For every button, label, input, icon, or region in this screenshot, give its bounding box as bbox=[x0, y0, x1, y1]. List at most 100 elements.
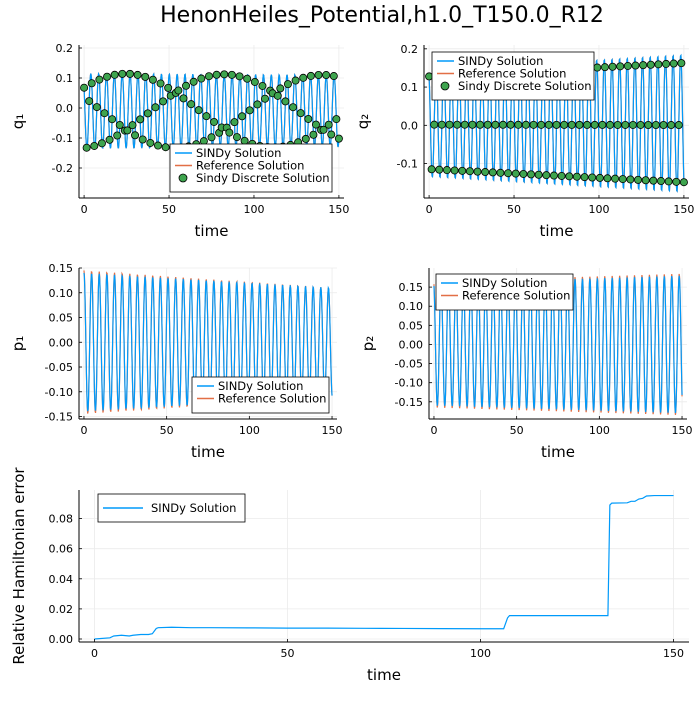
data-point bbox=[194, 106, 203, 115]
data-point bbox=[496, 168, 505, 177]
data-point bbox=[133, 70, 142, 79]
data-point bbox=[608, 62, 617, 71]
panel-q1: 0 50 100 150 -0.2 -0.1 0.0 0.1 0.2 time q₁ SINDy So… bbox=[9, 42, 349, 240]
data-point bbox=[115, 121, 124, 130]
data-point bbox=[108, 115, 117, 124]
legend-entry: SINDy Solution bbox=[458, 54, 543, 68]
y-axis-label: p₂ bbox=[359, 336, 377, 352]
plot-area-p1 bbox=[83, 270, 333, 414]
y-tick-label: -0.05 bbox=[395, 358, 423, 371]
y-tick-label: -0.05 bbox=[45, 361, 73, 374]
y-tick-label: 0.0 bbox=[56, 102, 74, 115]
x-tick-label: 150 bbox=[663, 647, 684, 660]
data-point bbox=[498, 120, 507, 129]
x-tick-label: 50 bbox=[280, 647, 294, 660]
data-point bbox=[182, 81, 191, 90]
data-point bbox=[227, 70, 236, 79]
data-point bbox=[212, 70, 221, 79]
figure-title: HenonHeiles_Potential,h1.0_T150.0_R12 bbox=[160, 3, 604, 28]
data-point bbox=[618, 175, 627, 184]
data-point bbox=[235, 72, 244, 81]
data-point bbox=[460, 120, 469, 129]
legend-box bbox=[169, 143, 333, 193]
data-point bbox=[148, 75, 157, 84]
data-point bbox=[634, 175, 643, 184]
data-point bbox=[506, 120, 515, 129]
data-point bbox=[327, 130, 336, 139]
y-tick-label: 0.1 bbox=[56, 72, 74, 85]
legend-box bbox=[191, 376, 330, 414]
data-point bbox=[674, 121, 683, 130]
data-point bbox=[534, 170, 543, 179]
y-tick-label: 0.0 bbox=[401, 119, 419, 132]
data-point bbox=[128, 121, 137, 130]
data-point bbox=[514, 120, 523, 129]
data-point bbox=[557, 171, 566, 180]
data-point bbox=[82, 143, 91, 152]
x-tick-label: 150 bbox=[673, 203, 694, 216]
data-point bbox=[296, 109, 305, 118]
data-point bbox=[253, 100, 262, 109]
data-point bbox=[281, 97, 290, 106]
data-point bbox=[593, 63, 602, 72]
plot-area-ham bbox=[94, 494, 674, 640]
data-point bbox=[583, 120, 592, 129]
y-tick-label: -0.1 bbox=[397, 158, 418, 171]
data-point bbox=[595, 173, 604, 182]
data-point bbox=[613, 120, 622, 129]
data-point bbox=[442, 166, 451, 175]
data-point bbox=[276, 84, 285, 93]
data-point bbox=[427, 165, 436, 174]
data-point bbox=[641, 176, 650, 185]
x-tick-label: 150 bbox=[322, 424, 343, 437]
x-tick-label: 100 bbox=[588, 203, 609, 216]
data-point bbox=[636, 120, 645, 129]
legend-marker bbox=[178, 173, 188, 183]
data-point bbox=[329, 72, 338, 81]
series-line-sindy-solution bbox=[94, 494, 674, 640]
data-point bbox=[590, 120, 599, 129]
x-tick-label: 100 bbox=[239, 424, 260, 437]
x-tick-label: 0 bbox=[426, 203, 433, 216]
data-point bbox=[567, 120, 576, 129]
data-point bbox=[210, 117, 219, 126]
x-axis-label: time bbox=[540, 222, 574, 240]
y-axis-label: q₂ bbox=[354, 114, 372, 130]
data-point bbox=[626, 175, 635, 184]
data-point bbox=[306, 71, 315, 80]
data-point bbox=[243, 74, 252, 83]
data-point bbox=[258, 81, 267, 90]
data-point bbox=[588, 173, 597, 182]
data-point bbox=[136, 115, 145, 124]
legend-entry: Sindy Discrete Solution bbox=[196, 171, 330, 185]
x-tick-label: 100 bbox=[243, 203, 264, 216]
y-tick-label: 0.00 bbox=[49, 336, 74, 349]
data-point bbox=[322, 71, 331, 80]
data-point bbox=[238, 112, 247, 121]
data-point bbox=[659, 121, 668, 130]
data-point bbox=[324, 120, 333, 129]
data-point bbox=[174, 86, 183, 95]
legend-entry: Reference Solution bbox=[458, 67, 566, 81]
data-point bbox=[245, 106, 254, 115]
x-axis-label: time bbox=[541, 443, 575, 461]
data-point bbox=[603, 174, 612, 183]
data-point bbox=[240, 136, 249, 145]
data-point bbox=[646, 60, 655, 69]
data-point bbox=[131, 131, 140, 140]
x-tick-label: 150 bbox=[328, 203, 349, 216]
y-tick-label: -0.15 bbox=[395, 396, 423, 409]
data-point bbox=[118, 69, 127, 78]
data-point bbox=[156, 79, 165, 88]
data-point bbox=[616, 62, 625, 71]
data-point bbox=[600, 63, 609, 72]
y-tick-label: 0.05 bbox=[49, 312, 74, 325]
data-point bbox=[450, 166, 459, 175]
plot-area-p2 bbox=[433, 273, 683, 415]
plot-area-q1 bbox=[80, 69, 343, 152]
data-point bbox=[639, 61, 648, 70]
data-point bbox=[273, 91, 282, 100]
